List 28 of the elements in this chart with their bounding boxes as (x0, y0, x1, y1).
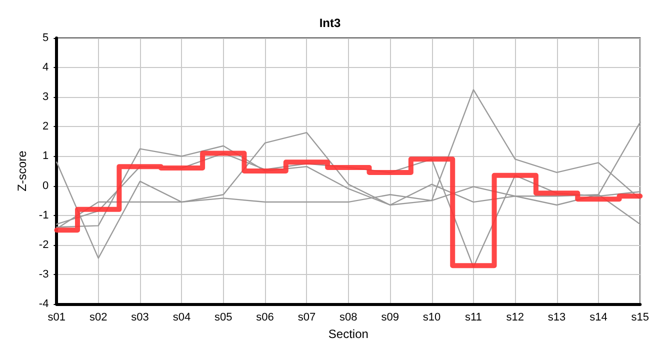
x-tick-label: s11 (464, 312, 482, 324)
x-tick-label: s13 (548, 312, 566, 324)
x-tick-label: s10 (422, 312, 441, 324)
y-tick-label: -3 (38, 268, 49, 280)
x-tick-label: s12 (506, 312, 524, 324)
x-tick-label: s14 (590, 312, 608, 324)
chart-title: Int3 (319, 16, 341, 30)
x-tick-label: s15 (631, 312, 650, 324)
x-tick-label: s05 (214, 312, 232, 324)
x-tick-label: s02 (89, 312, 108, 324)
x-tick-label: s04 (172, 312, 191, 324)
y-tick-label: 4 (42, 62, 49, 74)
x-tick-label: s03 (131, 312, 149, 324)
x-tick-label: s01 (48, 312, 66, 324)
x-tick-label: s06 (256, 312, 274, 324)
y-tick-label: -1 (38, 209, 49, 222)
x-axis-title: Section (328, 326, 368, 341)
x-tick-label: s09 (381, 312, 399, 324)
x-tick-label: s08 (340, 312, 358, 324)
y-tick-label: 5 (42, 32, 49, 44)
x-tick-label: s07 (298, 312, 316, 324)
y-tick-label: 3 (42, 91, 49, 104)
y-tick-label: 2 (42, 120, 49, 133)
y-tick-label: 1 (42, 150, 49, 162)
y-axis-title: Z-score (15, 150, 29, 192)
y-tick-label: 0 (42, 180, 49, 192)
y-tick-label: -2 (38, 238, 49, 251)
y-tick-label: -4 (38, 298, 49, 310)
